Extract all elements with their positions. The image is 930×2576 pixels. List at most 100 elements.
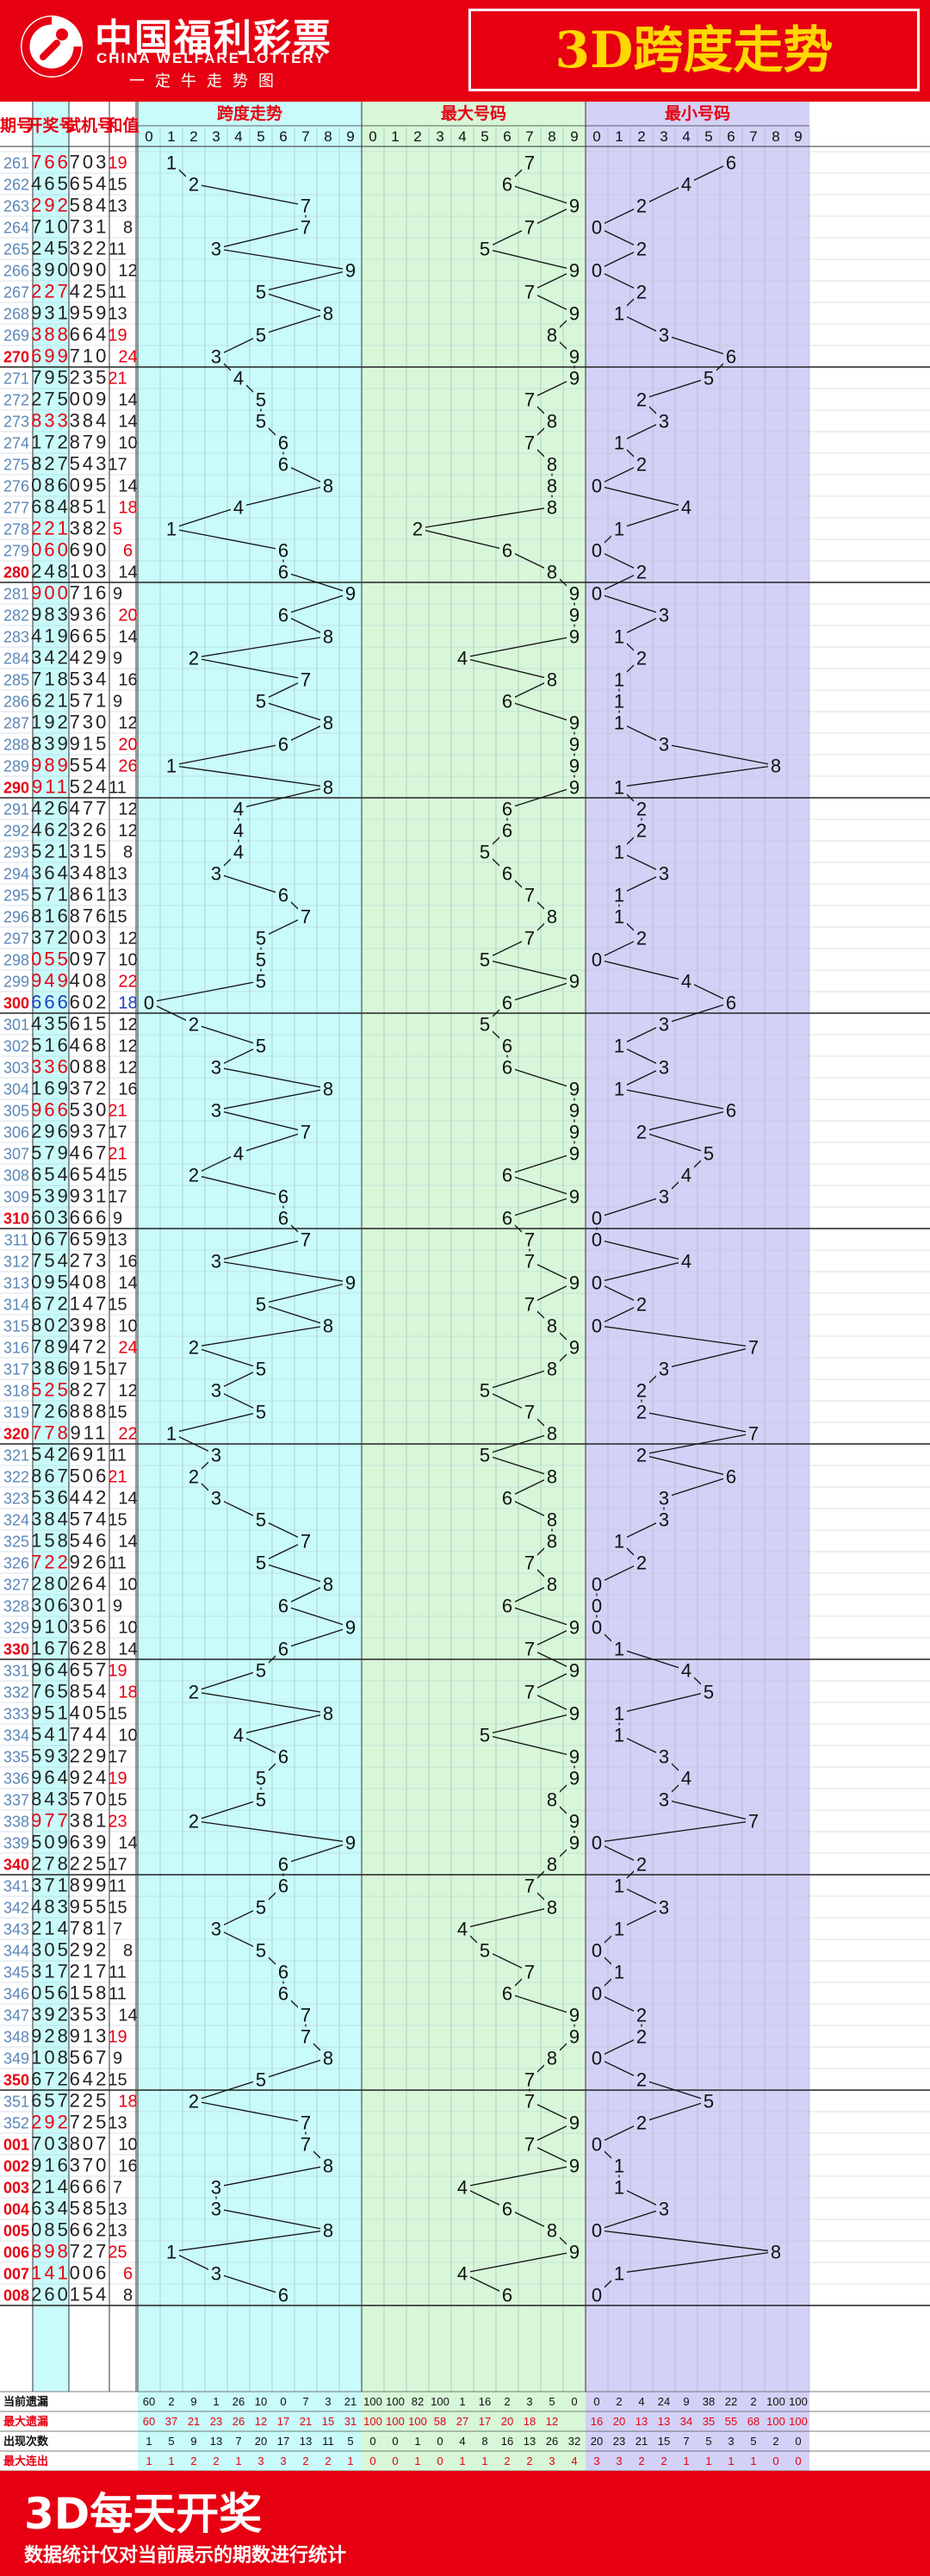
span-mark: 3 xyxy=(211,2199,221,2220)
stats-value: 58 xyxy=(434,2415,446,2428)
mark-bg xyxy=(544,1574,560,1594)
mark-bg xyxy=(611,1962,627,1982)
winning-number: 516 xyxy=(31,1035,71,1056)
mark-bg xyxy=(567,1186,582,1206)
span-mark: 5 xyxy=(256,949,266,971)
mark-bg xyxy=(634,1445,649,1465)
mark-bg xyxy=(656,325,672,345)
min-mark: 1 xyxy=(614,432,624,454)
sum-value: 7 xyxy=(113,2179,122,2198)
max-mark: 5 xyxy=(480,949,490,971)
max-mark: 6 xyxy=(502,863,512,885)
span-mark: 2 xyxy=(189,2091,199,2112)
mark-bg xyxy=(679,497,694,517)
digit-header: 6 xyxy=(503,128,511,145)
stats-value: 2 xyxy=(190,2455,196,2467)
max-mark: 9 xyxy=(569,260,580,282)
test-number: 931 xyxy=(70,1185,109,1207)
mark-bg xyxy=(544,497,560,517)
stats-value: 2 xyxy=(616,2395,622,2408)
sum-value: 17 xyxy=(108,1360,127,1379)
stats-value: 100 xyxy=(363,2395,382,2408)
mark-bg xyxy=(499,691,515,711)
min-mark: 2 xyxy=(636,454,647,476)
max-mark: 9 xyxy=(569,1122,580,1143)
sum-value: 13 xyxy=(108,2222,127,2241)
mark-bg xyxy=(186,1014,202,1034)
stats-value: 13 xyxy=(636,2415,648,2428)
stats-value: 1 xyxy=(213,2395,219,2408)
winning-number: 778 xyxy=(31,1422,71,1444)
sum-value: 6 xyxy=(123,2265,133,2284)
min-mark: 2 xyxy=(636,1854,647,1876)
sum-value: 15 xyxy=(108,1296,127,1315)
test-number: 654 xyxy=(70,173,109,195)
test-number: 006 xyxy=(70,2262,109,2284)
max-mark: 7 xyxy=(524,1229,535,1251)
test-number: 356 xyxy=(70,1616,109,1638)
test-number: 861 xyxy=(70,884,109,905)
winning-number: 983 xyxy=(31,604,71,625)
winning-number: 260 xyxy=(31,2284,71,2305)
issue-number: 326 xyxy=(3,1555,29,1572)
stats-value: 5 xyxy=(750,2435,756,2448)
mark-bg xyxy=(276,432,291,452)
winning-number: 169 xyxy=(31,1078,71,1099)
issue-number: 325 xyxy=(3,1534,29,1551)
span-mark: 4 xyxy=(233,799,244,820)
logo-chinese-name: 中国福利彩票 xyxy=(95,16,332,60)
min-mark: 0 xyxy=(592,476,602,497)
span-mark: 6 xyxy=(278,734,288,756)
winning-number: 167 xyxy=(31,1638,71,1659)
min-mark: 1 xyxy=(614,2263,624,2285)
sum-value: 15 xyxy=(108,1167,127,1185)
stats-value: 4 xyxy=(571,2455,577,2467)
digit-header: 0 xyxy=(145,128,152,145)
min-mark: 0 xyxy=(592,217,602,239)
mark-bg xyxy=(634,2112,649,2132)
issue-number: 348 xyxy=(3,2029,29,2046)
max-mark: 7 xyxy=(524,1294,535,1316)
stats-value: 22 xyxy=(725,2395,737,2408)
mark-bg xyxy=(611,1876,627,1895)
min-mark: 1 xyxy=(614,2177,624,2199)
test-number: 664 xyxy=(70,324,109,345)
min-mark: 6 xyxy=(726,1100,736,1122)
mark-bg xyxy=(611,432,627,452)
issue-number: 292 xyxy=(3,823,29,840)
test-number: 530 xyxy=(70,1099,109,1121)
max-mark: 9 xyxy=(569,1186,580,1208)
mark-bg xyxy=(320,2220,336,2240)
digit-header: 3 xyxy=(212,128,220,145)
span-mark: 3 xyxy=(211,1380,221,1402)
mark-bg xyxy=(276,1962,291,1982)
winning-number: 789 xyxy=(31,1336,71,1358)
max-mark: 5 xyxy=(480,1725,490,1746)
winning-number: 621 xyxy=(31,690,71,712)
digit-header: 0 xyxy=(592,128,600,145)
min-mark: 3 xyxy=(659,325,669,346)
min-mark: 5 xyxy=(704,1143,714,1165)
stats-value: 21 xyxy=(300,2415,312,2428)
sum-value: 16 xyxy=(118,1253,137,1272)
min-mark: 0 xyxy=(592,1983,602,2005)
mark-bg xyxy=(320,1574,336,1594)
issue-number: 002 xyxy=(3,2158,29,2175)
stats-value: 3 xyxy=(593,2455,599,2467)
mark-bg xyxy=(141,992,157,1012)
test-number: 147 xyxy=(70,1293,109,1315)
test-number: 915 xyxy=(70,733,109,755)
mark-bg xyxy=(276,2285,291,2305)
min-mark: 0 xyxy=(592,949,602,971)
stats-value: 7 xyxy=(302,2395,308,2408)
sum-value: 9 xyxy=(113,1597,122,1616)
mark-bg xyxy=(298,2112,313,2132)
winning-number: 390 xyxy=(31,259,71,281)
issue-number: 268 xyxy=(3,306,29,323)
test-number: 807 xyxy=(70,2133,109,2155)
mark-bg xyxy=(679,174,694,194)
mark-bg xyxy=(208,1445,224,1465)
span-mark: 2 xyxy=(189,1682,199,1703)
sum-value: 11 xyxy=(108,1877,127,1896)
winning-number: 928 xyxy=(31,2025,71,2047)
